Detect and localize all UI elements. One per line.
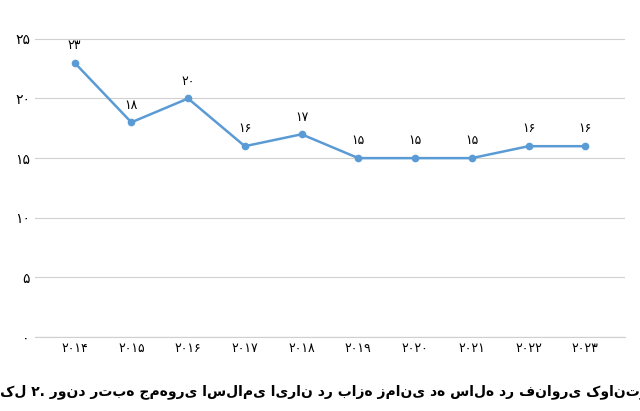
Text: ۱۶: ۱۶ bbox=[579, 122, 592, 136]
Text: شکل ۲. روند رتبه جمهوری اسلامی ایران در بازه زمانی ده ساله در فناوری کوانتوم: شکل ۲. روند رتبه جمهوری اسلامی ایران در … bbox=[0, 384, 640, 399]
Text: ۱۶: ۱۶ bbox=[522, 122, 535, 136]
Text: ۱۵: ۱۵ bbox=[465, 134, 479, 148]
Text: ۱۵: ۱۵ bbox=[408, 134, 422, 148]
Text: ۱۶: ۱۶ bbox=[238, 122, 252, 136]
Text: ۱۸: ۱۸ bbox=[125, 99, 138, 112]
Text: ۱۵: ۱۵ bbox=[351, 134, 365, 148]
Text: ۲۳: ۲۳ bbox=[68, 39, 81, 52]
Text: ۲۰: ۲۰ bbox=[181, 75, 195, 88]
Text: ۱۷: ۱۷ bbox=[295, 111, 308, 124]
